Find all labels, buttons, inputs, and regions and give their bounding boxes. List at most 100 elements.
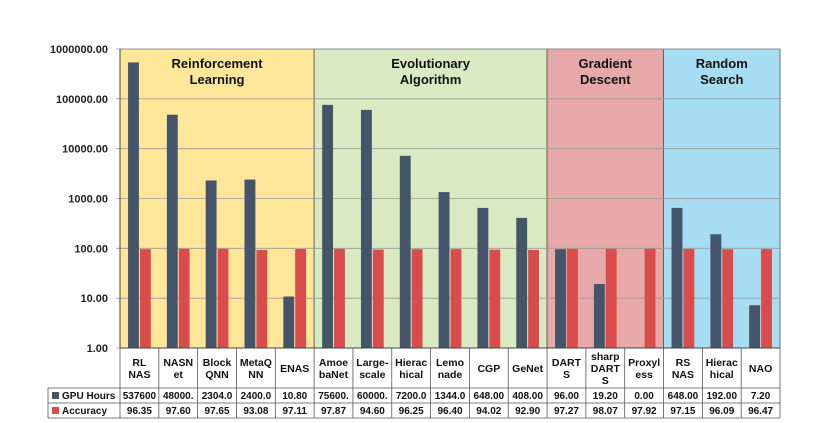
region-label: Search	[700, 72, 743, 87]
region-label: Gradient	[579, 56, 633, 71]
region-label: Random	[696, 56, 748, 71]
accuracy-value: 96.09	[709, 406, 734, 417]
gpu-hours-value: 60000.	[357, 391, 388, 402]
gpu-hours-value: 2400.0	[241, 391, 272, 402]
y-tick-label: 10.00	[80, 293, 108, 305]
gpu-hours-bar	[593, 284, 605, 348]
accuracy-value: 97.92	[632, 406, 657, 417]
accuracy-bar	[450, 249, 462, 348]
gpu-hours-bar	[205, 180, 217, 348]
y-tick-labels: 1.00 10.00 100.00 1000.00 10000.00 100000.00 1…	[50, 44, 108, 355]
gpu-hours-value: 0.00	[634, 391, 654, 402]
region-label: Descent	[580, 72, 631, 87]
gpu-hours-value: 192.00	[706, 391, 737, 402]
x-category-label: et	[174, 369, 184, 381]
x-category-label: NAS	[672, 369, 694, 381]
accuracy-value: 93.08	[243, 406, 268, 417]
axes	[119, 49, 780, 349]
accuracy-value: 97.27	[554, 406, 579, 417]
gpu-hours-value: 75600.	[318, 391, 349, 402]
gpu-hours-bar	[555, 249, 566, 348]
accuracy-bar	[683, 248, 695, 348]
y-tick-label: 100.00	[74, 243, 108, 255]
accuracy-value: 97.60	[166, 406, 191, 417]
x-category-label: ENAS	[280, 363, 309, 375]
accuracy-bar	[761, 249, 772, 348]
accuracy-value: 98.07	[593, 406, 618, 417]
gpu-hours-bar	[516, 217, 528, 348]
accuracy-value: 96.25	[399, 406, 424, 417]
x-category-label: Amoe	[319, 357, 348, 369]
accuracy-bar	[644, 248, 656, 348]
region-label: Algorithm	[400, 72, 461, 87]
gpu-hours-value: 48000.	[163, 391, 194, 402]
x-category-label: S	[563, 369, 570, 381]
gpu-hours-value: 19.20	[593, 391, 618, 402]
gpu-hours-value: 10.80	[282, 391, 307, 402]
gpu-hours-value: 648.00	[474, 391, 505, 402]
y-tick-label: 1000.00	[68, 194, 108, 206]
gpu-hours-value: 537600	[123, 391, 157, 402]
x-category-label: scale	[359, 369, 385, 381]
accuracy-value: 97.15	[670, 406, 695, 417]
y-tick-label: 1000000.00	[50, 44, 108, 56]
x-category-label: GeNet	[512, 363, 543, 375]
gpu-hours-bar	[710, 234, 722, 348]
accuracy-bar	[295, 248, 307, 348]
accuracy-value: 97.65	[205, 406, 230, 417]
accuracy-value: 96.47	[748, 406, 773, 417]
gpu-hours-bar	[166, 114, 178, 349]
accuracy-bar	[139, 249, 151, 348]
x-category-label: Hierac	[706, 357, 738, 369]
gpu-hours-bar	[438, 192, 450, 348]
x-category-label: RL	[132, 357, 147, 369]
x-category-label: CGP	[477, 363, 500, 375]
x-category-label: Block	[203, 357, 232, 369]
accuracy-bar	[178, 248, 190, 348]
x-category-label: Proxyl	[628, 357, 660, 369]
region-label: Reinforcement	[172, 56, 264, 71]
accuracy-bar	[217, 248, 229, 348]
x-category-label: Large-	[356, 357, 389, 369]
data-table: GPU Hours 537600 48000. 2304.0 2400.0 10.80 75…	[47, 348, 781, 419]
accuracy-value: 94.60	[360, 406, 385, 417]
accuracy-bar	[411, 249, 423, 348]
gpu-hours-bar	[399, 155, 411, 348]
y-tick-label: 10000.00	[62, 144, 108, 156]
gpu-hours-value: 408.00	[512, 391, 543, 402]
gpu-hours-bar	[360, 109, 372, 348]
x-category-label: QNN	[205, 369, 228, 381]
accuracy-value: 92.90	[515, 406, 540, 417]
accuracy-bar	[528, 249, 540, 348]
legend-label: Accuracy	[62, 406, 107, 417]
x-category-label: Hierac	[395, 357, 427, 369]
accuracy-bar	[256, 249, 268, 348]
accuracy-legend-key	[52, 407, 59, 414]
x-category-label: nade	[438, 369, 463, 381]
x-category-label: Lemo	[436, 357, 464, 369]
accuracy-bar	[334, 248, 345, 348]
gpu-hours-value: 7.20	[751, 391, 771, 402]
x-category-label: S	[602, 375, 609, 387]
x-category-label: sharp	[591, 351, 620, 363]
accuracy-bar	[489, 249, 501, 348]
gpu-hours-value: 7200.0	[396, 391, 427, 402]
gpu-hours-bar	[128, 62, 139, 348]
legend-label: GPU Hours	[62, 391, 116, 402]
gpu-hours-bar	[477, 207, 489, 348]
accuracy-value: 97.87	[321, 406, 346, 417]
x-category-label: DART	[552, 357, 582, 369]
gpu-hours-bar	[244, 179, 256, 348]
gpu-hours-legend-key	[52, 392, 59, 399]
x-category-label: baNet	[319, 369, 349, 381]
gpu-hours-value: 2304.0	[202, 391, 233, 402]
accuracy-bar	[722, 249, 734, 348]
gpu-hours-bar	[671, 207, 683, 348]
accuracy-value: 94.02	[476, 406, 501, 417]
accuracy-value: 97.11	[282, 406, 307, 417]
y-tick-label: 1.00	[87, 343, 108, 355]
x-category-label: MetaQ	[240, 357, 272, 369]
y-tick-label: 100000.00	[56, 94, 108, 106]
